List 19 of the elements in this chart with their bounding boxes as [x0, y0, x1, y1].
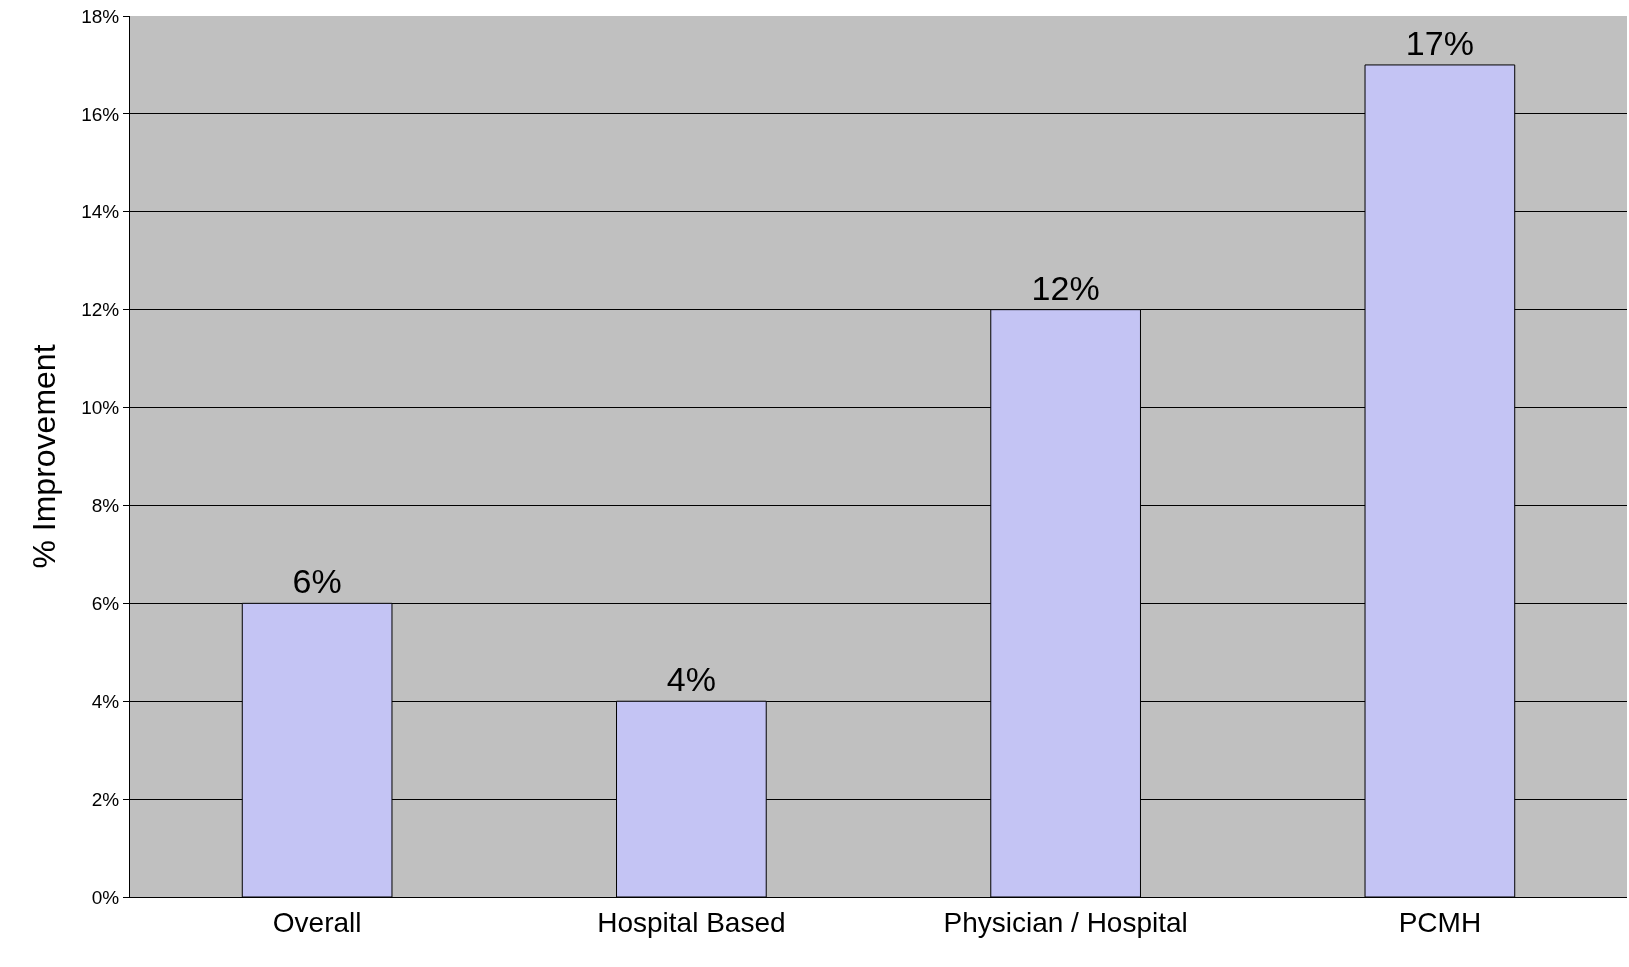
- data-label: 6%: [292, 562, 342, 601]
- data-label: 17%: [1405, 23, 1474, 62]
- y-tick-label: 0%: [91, 886, 120, 908]
- y-tick-label: 12%: [81, 299, 120, 321]
- y-tick-label: 8%: [91, 495, 120, 517]
- y-tick-label: 2%: [91, 788, 120, 810]
- x-tick-label: Physician / Hospital: [943, 906, 1188, 938]
- data-label: 12%: [1031, 268, 1100, 307]
- y-tick-label: 16%: [81, 103, 120, 125]
- y-axis-title: % Improvement: [26, 344, 63, 569]
- y-tick-label: 18%: [81, 5, 120, 27]
- y-tick-label: 10%: [81, 397, 120, 419]
- y-tick-label: 4%: [91, 690, 120, 712]
- y-tick-label: 14%: [81, 201, 120, 223]
- x-tick-label: Overall: [272, 906, 362, 938]
- x-tick-label: Hospital Based: [597, 906, 786, 938]
- data-label: 4%: [666, 660, 716, 699]
- y-tick-label: 6%: [91, 592, 120, 614]
- x-tick-label: PCMH: [1398, 906, 1482, 938]
